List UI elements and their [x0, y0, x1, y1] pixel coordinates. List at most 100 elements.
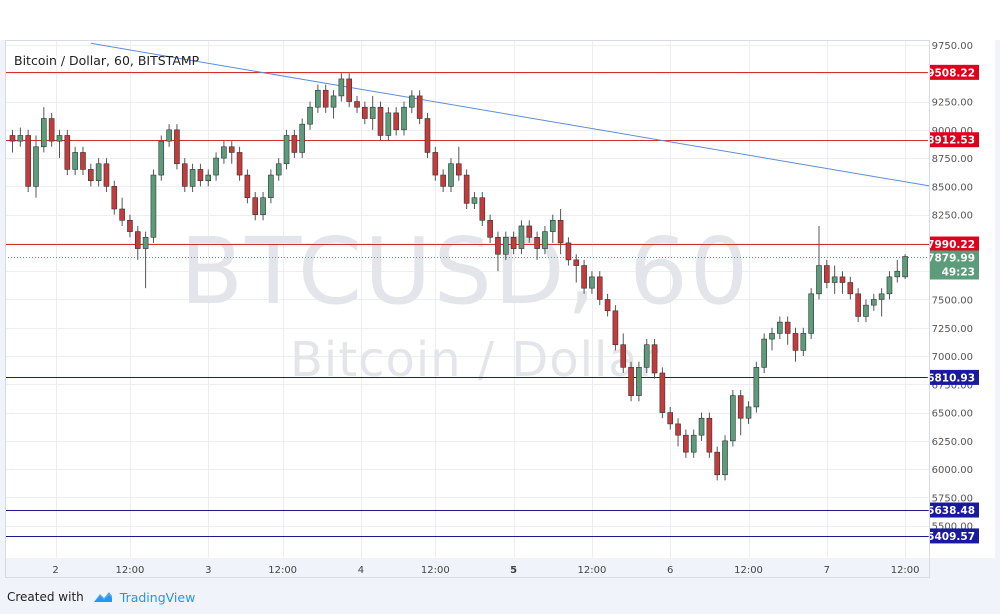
candle: [839, 271, 846, 294]
candle-body: [432, 152, 439, 176]
candle: [244, 169, 251, 204]
candle-body: [769, 333, 775, 340]
candle: [596, 271, 603, 306]
candle-body: [886, 276, 893, 295]
candle: [385, 107, 392, 142]
candle: [847, 276, 854, 300]
candle-body: [17, 135, 24, 142]
x-tick-label: 12:00: [734, 565, 763, 576]
candle: [205, 169, 212, 187]
candle-body: [119, 208, 125, 221]
candle: [534, 231, 540, 260]
candle-body: [260, 197, 266, 215]
candle-body: [205, 174, 212, 182]
candlestick-series: [9, 73, 908, 481]
candle-body: [409, 95, 415, 108]
candle-body: [761, 338, 767, 368]
tradingview-logo-icon[interactable]: [92, 590, 114, 604]
time-axis[interactable]: 2 12:00 3 12:00 4 12:00 5 12:00 6 12:00 7 12:00: [52, 565, 919, 576]
level-price-tag: [930, 132, 979, 148]
candle-body: [362, 106, 368, 119]
candle-body: [354, 101, 360, 108]
candle-body: [189, 169, 196, 187]
candle-body: [722, 440, 728, 476]
y-tick-label: 7500.00: [932, 295, 973, 306]
candle: [432, 146, 439, 181]
candle-body: [894, 270, 901, 278]
plot-border: [5, 40, 930, 578]
candle-body: [839, 276, 846, 283]
candle: [886, 271, 893, 300]
axis-panel: [929, 40, 995, 558]
candle-body: [150, 174, 157, 238]
candle: [189, 163, 196, 193]
candle-body: [636, 367, 642, 396]
candle: [510, 231, 517, 255]
level-price-label: 7990.22: [927, 239, 975, 251]
candle-body: [440, 174, 446, 187]
chart-title: Bitcoin / Dollar, 60, BITSTAMP: [14, 53, 200, 68]
candle: [604, 293, 611, 317]
x-tick-label: 12:00: [421, 565, 450, 576]
candle-body: [675, 423, 681, 436]
candle-body: [573, 259, 580, 266]
candle-body: [847, 282, 854, 295]
candle-body: [448, 163, 454, 187]
candle-body: [683, 434, 689, 453]
level-price-tag: [930, 502, 979, 518]
candle-body: [283, 135, 290, 165]
candle-body: [127, 220, 133, 232]
candle-body: [244, 174, 251, 198]
y-tick-label: 9250.00: [932, 98, 973, 109]
x-tick-label: 4: [358, 565, 364, 576]
candle: [307, 101, 313, 130]
candle: [706, 412, 713, 458]
candle-body: [48, 118, 55, 142]
candle-body: [134, 231, 141, 249]
candle: [64, 129, 71, 176]
candle: [824, 259, 830, 289]
y-tick-label: 6500.00: [932, 409, 973, 420]
candle: [103, 158, 110, 193]
candle: [142, 231, 149, 289]
candle: [894, 259, 901, 283]
grid: [5, 40, 929, 558]
candle-body: [487, 220, 493, 238]
candle: [463, 169, 470, 209]
candle: [354, 95, 360, 113]
candle-body: [698, 417, 705, 436]
candle-body: [158, 140, 165, 176]
candle-body: [737, 395, 744, 419]
candle: [25, 129, 31, 193]
candle: [784, 316, 791, 345]
candle-body: [197, 169, 204, 182]
candle: [683, 429, 689, 458]
candle-body: [369, 106, 376, 119]
x-tick-label: 12:00: [891, 565, 920, 576]
candle-body: [565, 242, 572, 261]
candle-body: [463, 174, 470, 204]
candle: [651, 339, 658, 379]
candle: [565, 237, 572, 266]
candle: [299, 118, 306, 159]
tradingview-link[interactable]: TradingView: [119, 589, 196, 605]
price-chart[interactable]: BTCUSD, 60 Bitcoin / Dollar 5500.00 5750.…: [5, 40, 995, 580]
y-tick-label: 6000.00: [932, 465, 973, 476]
candle: [659, 367, 666, 419]
y-tick-label: 5750.00: [932, 493, 973, 504]
candle-body: [142, 236, 149, 249]
candle: [518, 220, 525, 255]
candle: [870, 293, 877, 311]
candle-body: [322, 89, 329, 108]
level-price-label: 9508.22: [927, 67, 975, 79]
candle: [95, 158, 102, 187]
candle: [283, 129, 290, 170]
y-tick-label: 8250.00: [932, 211, 973, 222]
candle-body: [777, 321, 783, 334]
candle-body: [9, 135, 16, 142]
candle-body: [745, 406, 752, 419]
created-with-label: Created with: [7, 590, 84, 604]
candle: [753, 361, 760, 413]
watermark-name: Bitcoin / Dollar: [290, 332, 659, 388]
y-tick-label: 9000.00: [932, 126, 973, 137]
